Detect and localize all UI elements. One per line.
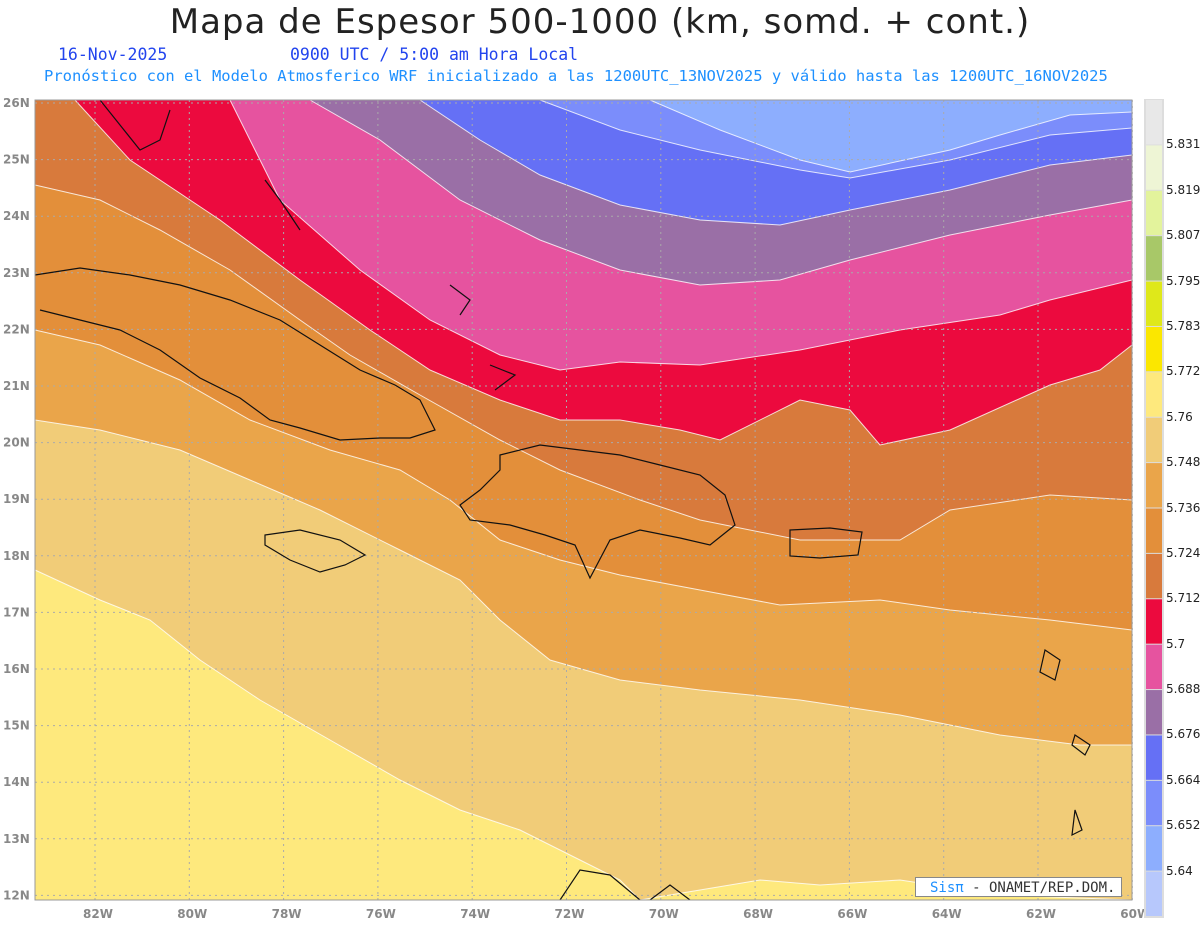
lat-label: 15N [3,719,30,733]
contour-line [649,99,1133,173]
lon-label: 62W [1026,907,1056,921]
lon-label: 70W [649,907,679,921]
colorbar-swatch [1146,826,1162,871]
lat-label: 12N [3,888,30,902]
lon-label: 74W [460,907,490,921]
lat-label: 22N [3,322,30,336]
contour-line [34,184,1133,541]
colorbar-label: 5.724 [1166,545,1200,560]
map-frame [34,99,1133,901]
credit-text: - ONAMET/REP.DOM. [963,880,1116,896]
contour-line [74,99,1133,446]
lat-label: 14N [3,775,30,789]
lon-label: 76W [366,907,396,921]
colorbar-swatch [1146,599,1162,644]
lat-label: 16N [3,662,30,676]
coastline-jamaica [264,529,367,573]
colorbar-swatch [1146,236,1162,281]
lat-label: 19N [3,492,30,506]
coastline-puerto-rico [789,527,863,559]
contour-line [229,99,1133,371]
colorbar-label: 5.664 [1166,772,1200,787]
colorbar-swatch [1146,735,1162,780]
lon-label: 68W [743,907,773,921]
colorbar-label: 5.772 [1166,364,1200,379]
colorbar-label: 5.688 [1166,682,1200,697]
lon-label: 82W [83,907,113,921]
contour-line [34,329,1133,631]
contour-line [34,569,1133,901]
colorbar-label: 5.712 [1166,591,1200,606]
lat-label: 13N [3,832,30,846]
colorbar-swatch [1146,871,1162,916]
lat-label: 20N [3,436,30,450]
colorbar-label: 5.783 [1166,318,1200,333]
forecast-time: 0900 UTC / 5:00 am Hora Local [290,45,579,64]
colorbar-label: 5.64 [1166,863,1193,878]
lat-label: 25N [3,153,30,167]
forecast-date: 16-Nov-2025 [58,45,168,64]
coastlines [34,99,1091,901]
colorbar-label: 5.736 [1166,500,1200,515]
colorbar-swatch [1146,326,1162,372]
lon-label: 72W [555,907,585,921]
colorbar-swatch [1146,463,1162,508]
axis-labels: 26N 25N 24N 23N 22N 21N 20N 19N 18N 17N 16N 15N 14N 1… [3,96,1150,921]
colorbar-label: 5.652 [1166,818,1200,833]
lat-label: 21N [3,379,30,393]
lat-label: 26N [3,96,30,110]
map-title: Mapa de Espesor 500-1000 (km, somd. + co… [169,2,1031,42]
forecast-description: Pronóstico con el Modelo Atmosferico WRF… [44,67,1108,85]
lon-label: 80W [177,907,207,921]
contour-line [309,99,1133,286]
lon-label: 66W [837,907,867,921]
colorbar-swatch [1146,100,1162,145]
credit-box: Sisπ - ONAMET/REP.DOM. [915,877,1122,897]
lon-label: 78W [272,907,302,921]
lat-label: 24N [3,209,30,223]
contour-line [34,419,1132,746]
colorbar-swatch [1146,508,1162,553]
colorbar-swatch [1146,553,1162,599]
colorbar-label: 5.807 [1166,228,1200,243]
lat-label: 17N [3,605,30,619]
lon-label: 60W [1120,907,1150,921]
colorbar-swatch [1146,145,1162,190]
contour-line [539,99,1133,179]
sispi-logo: Sisπ [930,880,964,896]
colorbar-label: 5.7 [1166,636,1186,651]
colorbar-label: 5.676 [1166,727,1200,742]
colorbar-label: 5.76 [1166,409,1193,424]
coastline-bahamas [99,99,517,391]
colorbar-swatch [1146,690,1162,735]
colorbar-swatch [1146,372,1162,417]
thickness-band [35,100,1132,172]
coastline-south-america [559,869,691,901]
contour-line [419,99,1133,226]
thickness-bands [34,99,1133,901]
colorbar-swatch [1146,644,1162,690]
coastline-hispaniola [459,444,736,580]
lon-label: 64W [932,907,962,921]
lat-label: 23N [3,266,30,280]
colorbar-swatch [1146,780,1162,826]
colorbar-label: 5.795 [1166,273,1200,288]
colorbar-label: 5.831 [1166,137,1200,152]
coastline-cuba [34,267,436,441]
colorbar-swatch [1146,281,1162,326]
lat-label: 18N [3,549,30,563]
colorbar-label: 5.819 [1166,182,1200,197]
colorbar-label: 5.748 [1166,455,1200,470]
colorbar [1144,99,1164,918]
colorbar-swatch [1146,417,1162,463]
coastline-lesser-antilles [1039,649,1091,837]
colorbar-swatch [1146,190,1162,236]
